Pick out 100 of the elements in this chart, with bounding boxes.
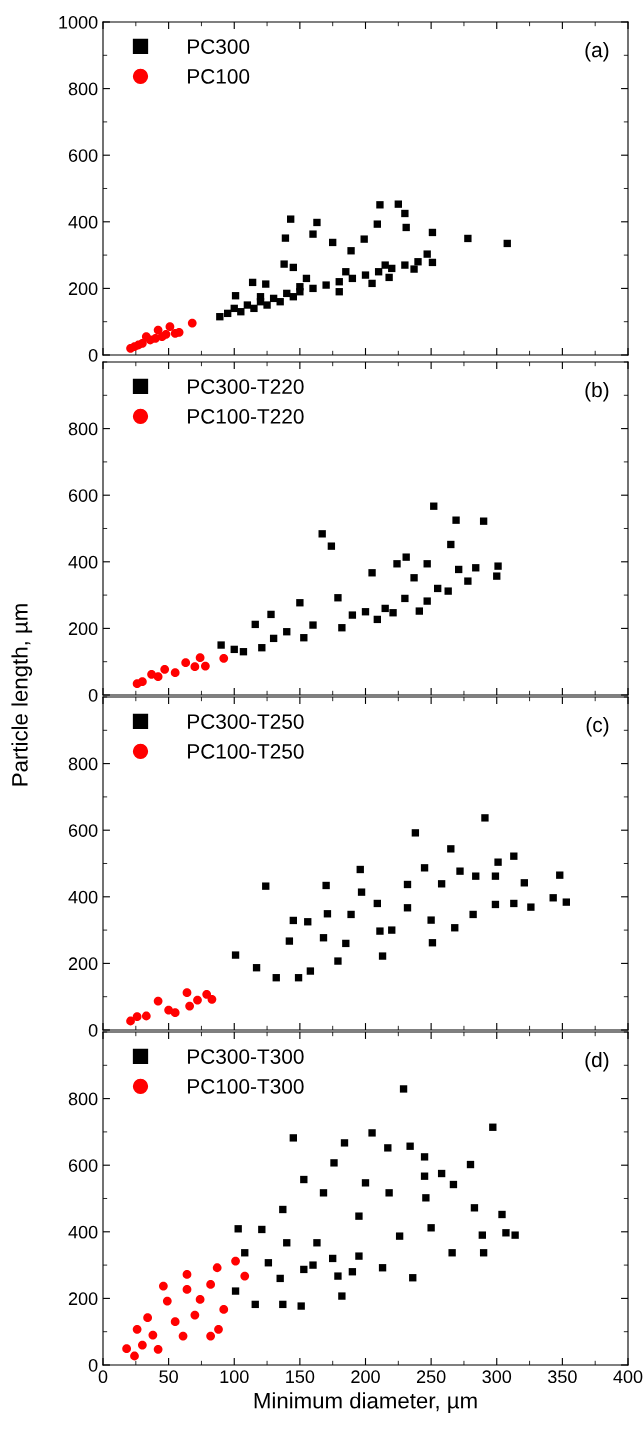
x-tick-label: 0	[98, 1370, 108, 1384]
point	[258, 644, 266, 652]
point	[219, 653, 229, 663]
point	[202, 989, 212, 999]
point	[264, 1259, 273, 1267]
point	[510, 852, 518, 860]
point	[410, 265, 418, 273]
point	[414, 258, 422, 266]
point	[378, 952, 387, 960]
point	[283, 628, 291, 636]
point	[355, 1252, 363, 1260]
point	[195, 653, 205, 663]
point	[334, 1272, 342, 1280]
point	[141, 1011, 151, 1021]
point	[313, 218, 321, 227]
point	[313, 1239, 321, 1247]
y-tick-label: 0	[88, 1358, 98, 1372]
point	[489, 1123, 497, 1131]
point	[401, 209, 409, 218]
x-tick-label: 400	[613, 1370, 643, 1384]
point	[187, 318, 197, 328]
y-tick-label: 600	[68, 489, 98, 502]
point	[428, 258, 437, 267]
point	[447, 845, 455, 853]
point	[272, 974, 280, 982]
y-tick-label: 1000	[59, 15, 98, 29]
point	[318, 530, 326, 538]
point	[448, 1249, 456, 1257]
point	[464, 577, 472, 585]
point	[153, 1344, 163, 1354]
point	[296, 283, 304, 291]
point	[296, 599, 304, 607]
point	[160, 664, 170, 674]
point	[511, 1231, 519, 1239]
y-tick-label: 400	[68, 555, 98, 569]
point	[309, 621, 317, 629]
point	[444, 587, 452, 595]
point	[406, 1142, 414, 1150]
y-tick-label: 600	[68, 824, 98, 837]
point	[455, 565, 463, 574]
legend-label: PC100-T250	[188, 744, 304, 759]
point	[385, 273, 393, 282]
point	[170, 1008, 180, 1018]
y-tick-label: 200	[68, 957, 98, 971]
point	[527, 903, 535, 911]
point	[137, 338, 147, 348]
point	[381, 261, 389, 269]
point	[161, 329, 171, 339]
point	[479, 1249, 488, 1257]
point	[258, 1225, 266, 1234]
point	[237, 308, 245, 316]
point	[281, 234, 290, 242]
y-tick-label: 600	[68, 1159, 98, 1172]
y-tick-label: 800	[68, 82, 98, 96]
point	[181, 658, 191, 668]
point	[428, 939, 437, 947]
point	[335, 278, 343, 286]
x-tick-label: 50	[159, 1370, 178, 1384]
point	[373, 220, 381, 228]
point	[472, 872, 480, 880]
point	[256, 293, 265, 301]
point	[403, 904, 412, 912]
point	[329, 1254, 337, 1263]
point	[251, 620, 259, 629]
point	[401, 261, 409, 269]
point	[206, 1280, 216, 1289]
legend-label: PC300	[188, 39, 250, 54]
point	[252, 964, 261, 972]
y-tick-label: 400	[68, 890, 98, 904]
legend-label: PC300-T250	[188, 714, 304, 729]
point	[347, 247, 355, 255]
point	[348, 274, 357, 283]
point	[231, 292, 240, 300]
point	[338, 624, 346, 632]
point	[304, 918, 312, 926]
point	[498, 1210, 506, 1219]
point	[510, 899, 518, 908]
x-tick-label: 250	[416, 1370, 446, 1384]
point	[494, 562, 502, 570]
point	[162, 1296, 172, 1306]
point	[342, 268, 350, 276]
y-tick-label: 0	[88, 1023, 98, 1037]
point	[276, 298, 284, 306]
point	[491, 900, 500, 909]
legend-label: PC300-T300	[188, 1049, 304, 1064]
point	[148, 1330, 158, 1340]
point	[430, 502, 438, 510]
point	[464, 234, 472, 243]
point	[279, 1300, 287, 1309]
point	[434, 584, 442, 593]
x-tick-label: 200	[351, 1370, 380, 1384]
point	[132, 1012, 142, 1022]
point	[287, 215, 295, 223]
point	[456, 867, 464, 875]
point	[240, 1271, 250, 1281]
point	[393, 560, 401, 568]
point	[340, 1139, 349, 1147]
point	[200, 661, 210, 671]
legend-label: PC100-T220	[188, 409, 304, 424]
point	[478, 1231, 486, 1239]
